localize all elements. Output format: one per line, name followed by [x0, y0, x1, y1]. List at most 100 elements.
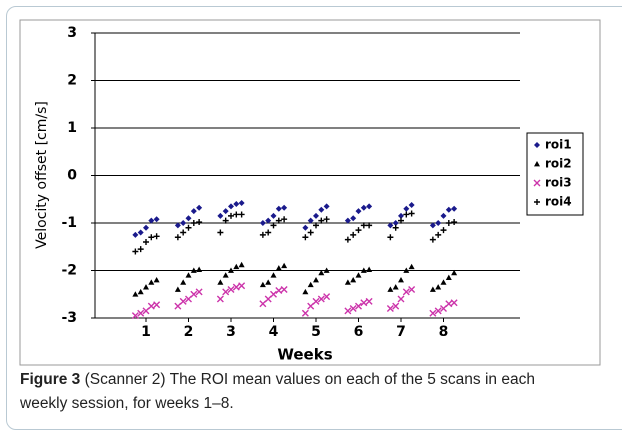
x-tick-label: 3 [226, 324, 236, 340]
marker [408, 201, 415, 208]
marker [259, 220, 266, 226]
marker [222, 288, 230, 296]
marker [148, 279, 155, 285]
legend-marker [534, 142, 540, 148]
marker [281, 204, 288, 211]
marker [366, 203, 373, 210]
marker [323, 203, 330, 210]
marker [307, 302, 315, 310]
marker [429, 286, 436, 292]
y-tick-label: -1 [61, 215, 77, 231]
marker [302, 234, 309, 241]
marker [275, 265, 282, 271]
marker [281, 216, 288, 223]
marker [137, 288, 144, 295]
x-tick-label: 8 [439, 324, 449, 340]
marker [403, 211, 410, 218]
marker [227, 286, 235, 293]
marker [445, 274, 452, 281]
y-axis-label: Velocity offset [cm/s] [34, 101, 50, 249]
marker [238, 282, 246, 290]
marker [451, 269, 458, 276]
marker [355, 272, 362, 278]
marker [307, 217, 314, 224]
marker [350, 231, 357, 238]
marker [270, 222, 277, 229]
marker [440, 227, 447, 234]
marker [265, 279, 272, 285]
marker [435, 231, 442, 238]
marker [360, 267, 367, 273]
marker [180, 220, 187, 226]
marker [232, 283, 240, 291]
marker [270, 272, 277, 278]
marker [185, 272, 192, 278]
marker [148, 234, 155, 241]
marker [132, 291, 139, 297]
marker [402, 288, 410, 296]
marker [398, 217, 404, 224]
marker [131, 312, 139, 320]
marker [259, 281, 266, 288]
marker [153, 233, 160, 240]
marker [360, 299, 368, 307]
marker [137, 309, 145, 317]
marker [403, 267, 410, 273]
marker [313, 277, 319, 283]
marker [238, 211, 245, 218]
marker [301, 309, 309, 317]
marker [217, 279, 224, 285]
marker [143, 284, 149, 290]
legend-label: roi4 [545, 195, 572, 209]
marker [270, 290, 277, 298]
marker [180, 229, 187, 236]
marker [344, 279, 351, 285]
marker [147, 302, 155, 310]
marker [180, 279, 187, 285]
marker [323, 267, 330, 273]
marker [264, 295, 272, 303]
marker [366, 266, 373, 272]
marker [323, 216, 330, 223]
y-tick-label: 1 [67, 120, 77, 136]
marker [265, 217, 272, 224]
marker [275, 205, 282, 212]
marker [275, 286, 283, 294]
marker [216, 295, 224, 303]
marker [344, 217, 351, 224]
marker [238, 200, 245, 207]
x-tick-label: 4 [269, 324, 279, 340]
marker [143, 224, 149, 231]
marker [153, 277, 160, 283]
caption-text: (Scanner 2) The ROI mean values on each … [20, 371, 535, 412]
marker [153, 301, 161, 309]
marker [360, 204, 367, 211]
marker [174, 222, 181, 229]
marker [259, 300, 267, 308]
marker [222, 217, 229, 224]
x-axis-label: Weeks [277, 346, 332, 364]
marker [196, 266, 203, 272]
marker [366, 222, 373, 229]
marker [196, 219, 203, 226]
marker [350, 277, 357, 283]
marker [222, 208, 229, 215]
marker [350, 215, 357, 222]
marker [179, 297, 187, 305]
marker [440, 279, 447, 285]
marker [153, 216, 160, 223]
marker [302, 224, 309, 231]
marker [174, 302, 182, 310]
marker [190, 208, 197, 215]
legend-marker [533, 179, 541, 187]
marker [195, 288, 203, 296]
marker [408, 263, 415, 270]
x-tick-label: 1 [141, 324, 151, 340]
marker [217, 212, 224, 219]
legend-label: roi2 [545, 157, 572, 171]
chart-border [19, 19, 601, 366]
marker [313, 212, 319, 219]
marker [450, 299, 458, 307]
marker [435, 220, 442, 226]
marker [387, 286, 394, 292]
